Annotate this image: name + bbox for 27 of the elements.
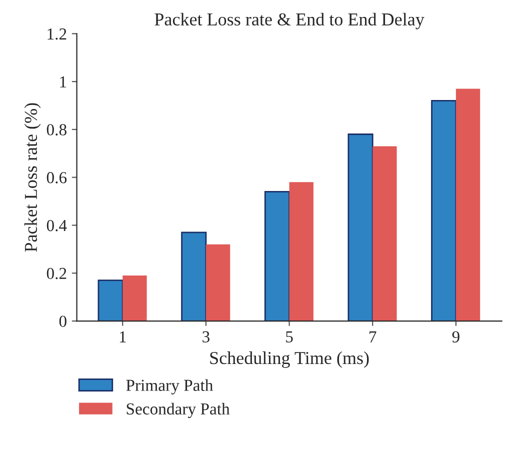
x-tick-label: 9 [452,331,460,342]
y-tick-label: 1 [60,76,66,88]
bar [98,280,124,322]
bar [456,88,480,322]
x-tick-label: 1 [120,331,126,342]
y-tick-label: 0.8 [46,124,66,136]
bar [264,191,290,322]
legend-label: Primary Path [126,379,213,394]
bar [289,182,314,322]
y-tick-label: 0.2 [46,268,66,280]
y-axis-title: Packet Loss rate (%) [24,103,41,252]
y-tick-label: 0.6 [46,172,67,184]
bar [206,244,230,322]
bar [431,100,457,322]
y-tick-label: 0 [59,316,66,327]
x-tick-label: 7 [370,331,376,342]
legend-label: Secondary Path [126,402,230,418]
bar [181,232,207,322]
x-tick-label: 3 [202,331,210,342]
bar [348,134,374,322]
chart-title: Packet Loss rate & End to End Delay [154,12,424,30]
bar [372,146,397,322]
y-tick-label: 0.4 [46,220,67,232]
x-axis-title: Scheduling Time (ms) [210,351,369,368]
x-tick-label: 5 [286,331,293,342]
bar [122,276,147,322]
y-tick-label: 1.2 [48,28,66,40]
